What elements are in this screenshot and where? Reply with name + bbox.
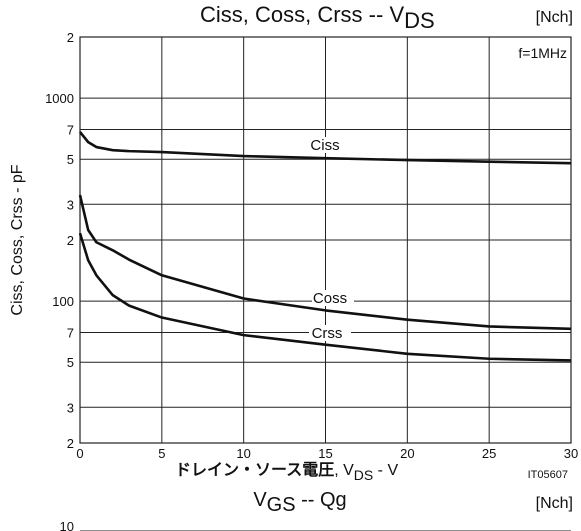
title-subscript: DS (404, 8, 435, 33)
y-axis-label: Ciss, Coss, Crss - pF (9, 164, 26, 315)
y-tick-label: 7 (67, 123, 74, 138)
y-tick-label: 2 (67, 233, 74, 248)
title-main: Ciss, Coss, Crss -- V (200, 2, 404, 27)
series-line (78, 194, 572, 331)
condition-bg (500, 43, 570, 63)
series-line (78, 131, 572, 165)
y-tick-label: 3 (67, 197, 74, 212)
next-tag: [Nch] (536, 495, 573, 512)
y-tick-label: 5 (67, 152, 74, 167)
x-tick-label: 10 (236, 446, 250, 461)
x-tick-label: 15 (318, 446, 332, 461)
x-label: , V (334, 462, 354, 479)
chart-title: Ciss, Coss, Crss -- VDS (200, 2, 435, 33)
y-tick-label: 3 (67, 400, 74, 415)
y-tick-label: 100 (52, 294, 74, 309)
x-label-jp: ドレイン・ソース電圧 (175, 461, 334, 479)
series-label: Coss (313, 290, 347, 307)
x-label-unit: - V (373, 462, 398, 479)
series-line (78, 232, 572, 362)
y-tick-label: 7 (67, 326, 74, 341)
x-label-sub: DS (354, 467, 373, 483)
figure-id: IT05607 (528, 469, 568, 481)
y-tick-label: 1000 (45, 91, 74, 106)
condition: f=1MHz (518, 45, 567, 61)
y-tick-label: 2 (67, 436, 74, 451)
next-title-main: V (253, 489, 267, 511)
x-tick-label: 20 (400, 446, 414, 461)
y-tick-label: 5 (67, 355, 74, 370)
next-title-sub: GS (267, 494, 296, 516)
series-label: Crss (312, 325, 343, 342)
next-tick: 10 (60, 519, 74, 531)
y-tick-label: 2 (67, 30, 74, 45)
next-title: VGS -- Qg (253, 489, 346, 516)
x-tick-label: 5 (158, 446, 165, 461)
series-label: Ciss (310, 137, 339, 154)
tag: [Nch] (536, 9, 573, 26)
x-axis-label: ドレイン・ソース電圧, VDS - V (175, 461, 398, 483)
x-tick-label: 0 (76, 446, 83, 461)
next-title-rest: -- Qg (296, 489, 347, 511)
label-bg (312, 290, 354, 306)
x-tick-label: 30 (564, 446, 578, 461)
x-tick-label: 25 (482, 446, 496, 461)
label-bg (307, 137, 349, 153)
label-bg (309, 325, 351, 341)
